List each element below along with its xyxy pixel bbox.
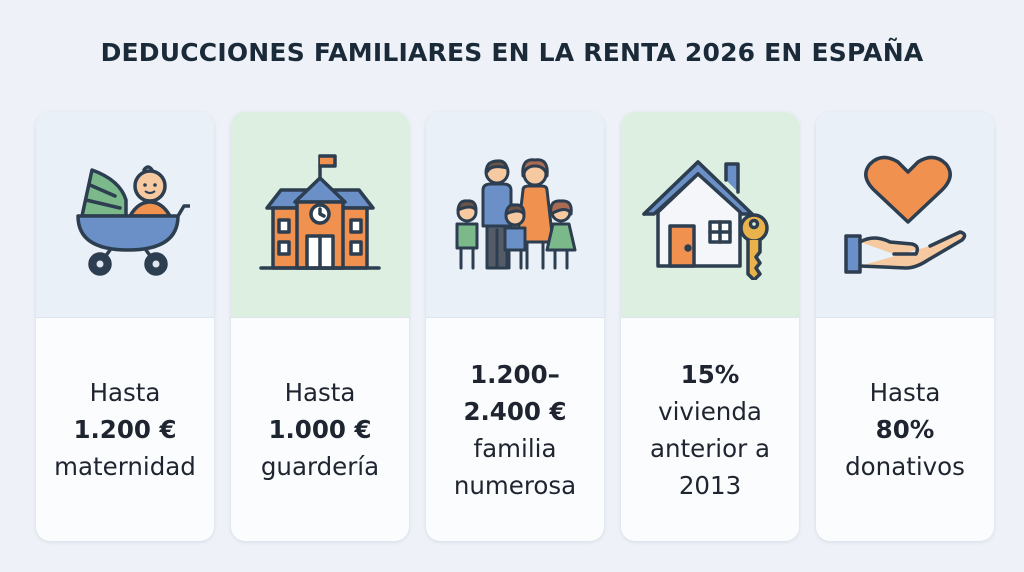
card-vivienda: 15% vivienda anterior a 2013 [621,112,799,541]
card-icon-panel [231,112,409,318]
heart-hand-icon [840,150,970,280]
card-guarderia: Hasta 1.000 € guardería [231,112,409,541]
card-donativos: Hasta 80% donativos [816,112,994,541]
school-building-icon [255,150,385,280]
page-title: DEDUCCIONES FAMILIARES EN LA RENTA 2026 … [100,38,924,67]
card-icon-panel [621,112,799,318]
card-line: 2013 [678,470,742,500]
baby-stroller-icon [60,150,190,280]
card-amount: 80% [875,415,935,444]
card-line: guardería [260,452,380,481]
card-text: Hasta 1.000 € guardería [231,318,409,541]
card-amount: 15% [680,359,740,389]
card-icon-panel [426,112,604,318]
card-line: Hasta [89,378,161,407]
card-line: donativos [845,452,965,481]
card-line: familia [473,433,557,463]
family-icon [445,150,585,280]
card-maternidad: Hasta 1.200 € maternidad [36,112,214,541]
card-icon-panel [816,112,994,318]
card-line: Hasta [284,378,356,407]
card-amount: 2.400 € [463,396,567,426]
card-amount: 1.200 € [73,415,177,444]
card-line: maternidad [54,452,196,481]
card-text: 1.200– 2.400 € familia numerosa [426,318,604,541]
card-text: Hasta 1.200 € maternidad [36,318,214,541]
house-key-icon [640,150,780,280]
card-line: anterior a [650,433,770,463]
card-familia-numerosa: 1.200– 2.400 € familia numerosa [426,112,604,541]
card-line: Hasta [869,378,941,407]
card-text: 15% vivienda anterior a 2013 [621,318,799,541]
card-text: Hasta 80% donativos [816,318,994,541]
card-line: vivienda [658,396,762,426]
card-amount: 1.200– [470,359,560,389]
card-icon-panel [36,112,214,318]
card-line: numerosa [453,470,577,500]
deductions-cards: Hasta 1.200 € maternidad [36,112,994,541]
card-amount: 1.000 € [268,415,372,444]
